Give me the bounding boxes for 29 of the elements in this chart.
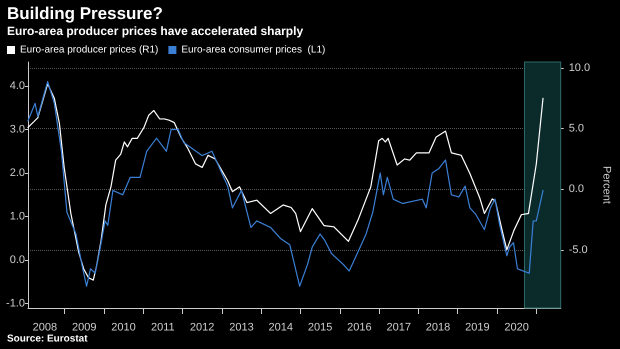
x-tick-label: 2016	[347, 322, 372, 334]
x-tick-label: 2009	[72, 322, 96, 334]
x-tick-label: 2014	[268, 322, 294, 334]
y-tick-label: 0.0	[10, 254, 25, 266]
x-tick-label: 2008	[32, 322, 58, 334]
y-tick-label: -1.0	[6, 298, 25, 310]
x-tick-label: 2020	[504, 322, 529, 334]
x-tick-label: 2011	[151, 322, 175, 334]
x-tick-label: 2019	[465, 322, 490, 334]
x-tick-label: 2012	[190, 322, 214, 334]
y2-tick-label: 10.0	[568, 62, 590, 74]
y-tick-label: 4.0	[10, 80, 25, 92]
y2-tick-label: -5.0	[568, 244, 588, 256]
y2-tick-label: 0.0	[568, 183, 584, 196]
chart-subtitle: Euro-area producer prices have accelerated sharply	[7, 24, 304, 38]
x-tick-label: 2017	[386, 322, 411, 334]
x-tick-label: 2018	[426, 322, 450, 334]
x-tick-label: 2015	[308, 322, 332, 334]
x-tick-label: 2010	[111, 322, 136, 334]
y-tick-label: 1.0	[10, 210, 25, 223]
legend-label: Euro-area consumer prices (L1)	[181, 44, 326, 56]
legend-label: Euro-area producer prices (R1)	[20, 44, 158, 56]
y2-axis-title: Percent	[600, 166, 612, 204]
source-note: Source: Eurostat	[7, 334, 88, 344]
y-tick-label: 3.0	[10, 123, 25, 136]
y2-tick-label: 5.0	[568, 122, 584, 135]
chart-title: Building Pressure?	[7, 4, 163, 23]
y-tick-label: 2.0	[10, 167, 25, 180]
x-tick-label: 2013	[229, 322, 254, 334]
